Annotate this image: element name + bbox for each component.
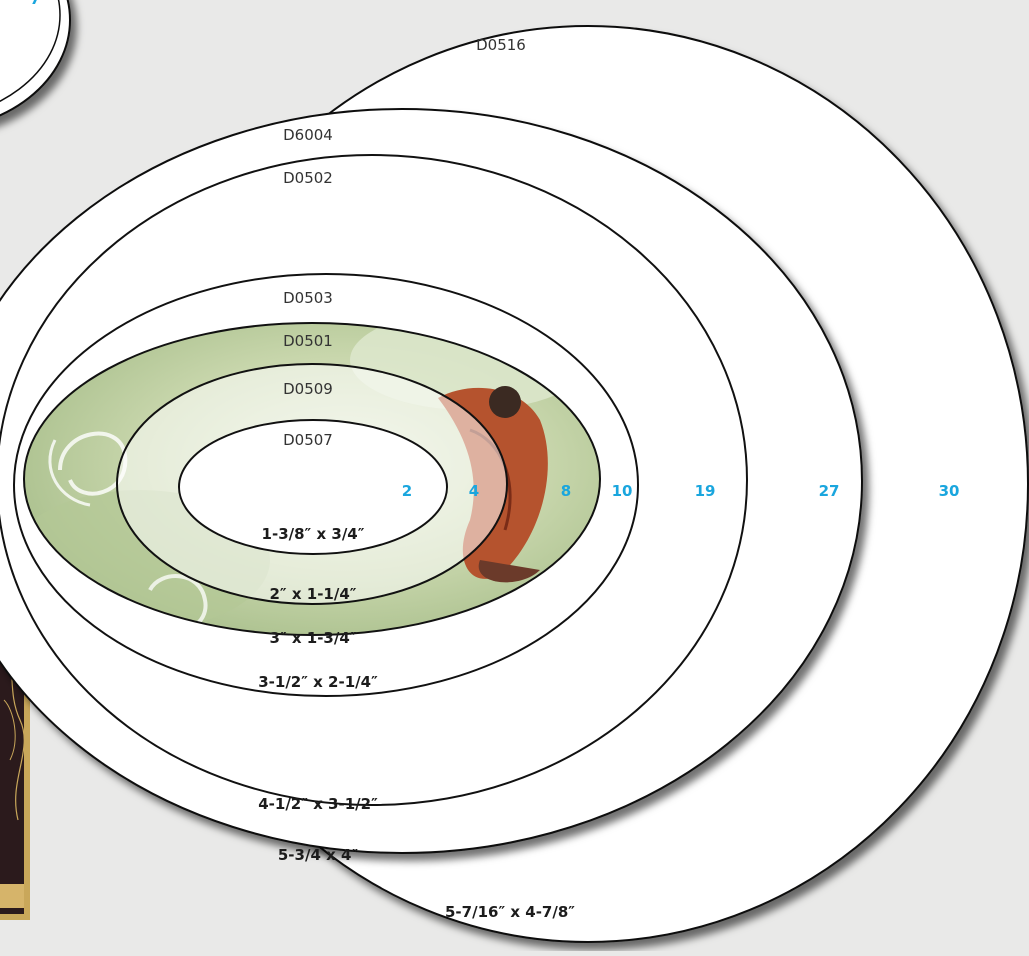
oval-d0507 [178,419,448,555]
oval-d0501 [23,322,601,636]
code-label-d0502: D0502 [283,169,333,187]
code-label-d6004: D6004 [283,126,333,144]
count-label-d0502: 19 [695,482,716,500]
size-label-d0502: 4-1/2″ x 3-1/2″ [258,795,378,813]
code-label-d0509: D0509 [283,380,333,398]
size-label-d0503: 3-1/2″ x 2-1/4″ [258,673,378,691]
partial-blue-glyph: 7 [30,0,40,8]
count-label-d0501: 8 [561,482,571,500]
size-label-d6004: 5-3/4 x 4″ [278,846,359,864]
code-label-d0507: D0507 [283,431,333,449]
size-label-d0509: 2″ x 1-1/4″ [270,585,357,603]
count-label-d0507: 2 [402,482,412,500]
count-label-d0503: 10 [612,482,633,500]
code-label-d0503: D0503 [283,289,333,307]
count-label-d0516: 30 [939,482,960,500]
count-label-d0509: 4 [469,482,479,500]
code-label-d0516: D0516 [476,36,526,54]
partial-oval-top-left [0,0,71,117]
count-label-d6004: 27 [819,482,840,500]
size-label-d0507: 1-3/8″ x 3/4″ [262,525,365,543]
size-label-d0501: 3″ x 1-3/4″ [270,629,357,647]
size-label-d0516: 5-7/16″ x 4-7/8″ [445,903,575,921]
code-label-d0501: D0501 [283,332,333,350]
